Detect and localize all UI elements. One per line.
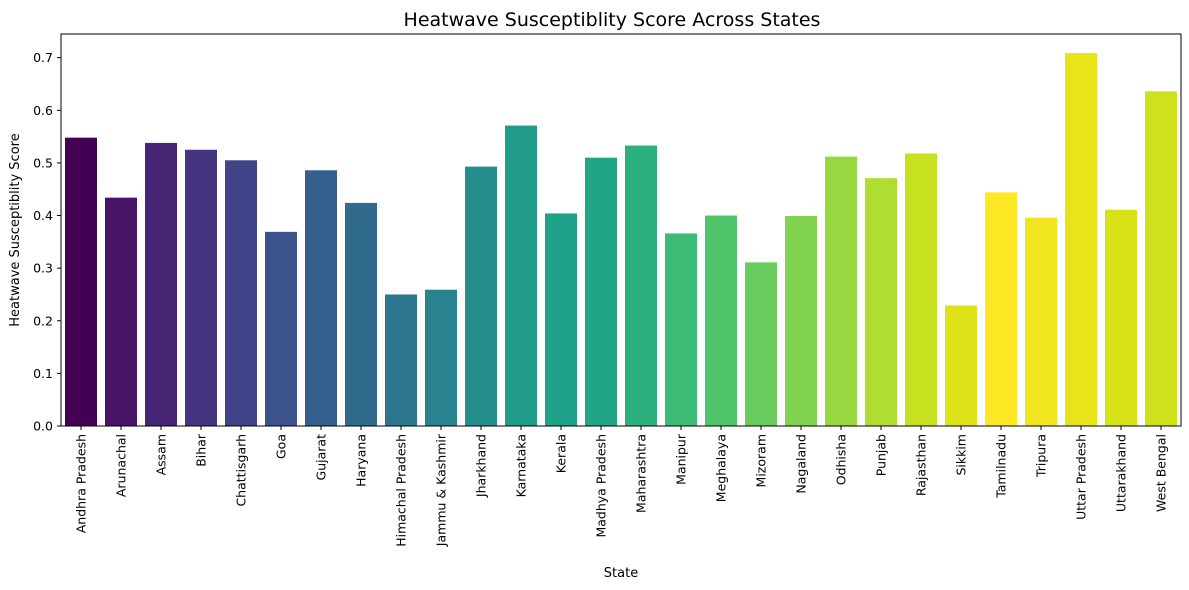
x-tick-label: Maharashtra: [634, 434, 649, 513]
bar: [65, 137, 97, 426]
x-tick-label: Gujarat: [314, 434, 329, 481]
plot-frame: [60, 33, 1182, 427]
x-tick-label: Bihar: [194, 433, 209, 467]
y-tick-label: 0.0: [33, 419, 53, 434]
bar: [945, 305, 977, 426]
bar: [305, 170, 337, 426]
bar: [345, 202, 377, 426]
x-tick-label: Goa: [274, 434, 289, 459]
x-tick-label: Karnataka: [514, 434, 529, 497]
x-tick-label: Meghalaya: [714, 434, 729, 502]
x-tick-label: West Bengal: [1154, 434, 1169, 512]
bar: [745, 262, 777, 426]
y-axis: 0.0 0.1 0.2 0.3 0.4 0.5 0.6 0.7: [33, 50, 61, 434]
x-tick-label: Uttar Pradesh: [1074, 434, 1089, 520]
x-tick-label: Jammu & Kashmir: [434, 433, 449, 547]
y-tick-label: 0.2: [33, 313, 53, 328]
x-tick-label: Tamilnadu: [994, 434, 1009, 499]
bar: [185, 149, 217, 426]
bar: [1145, 91, 1177, 426]
x-tick-label: Uttarakhand: [1114, 434, 1129, 512]
x-tick-label: Assam: [154, 434, 169, 475]
x-tick-label: Sikkim: [954, 434, 969, 476]
bar: [545, 213, 577, 426]
bar: [1025, 217, 1057, 426]
x-axis-label: State: [604, 566, 638, 581]
y-tick-label: 0.4: [33, 208, 53, 223]
x-tick-label: Manipur: [674, 433, 689, 485]
bar: [145, 142, 177, 426]
x-tick-label: Arunachal: [114, 434, 129, 497]
y-tick-label: 0.5: [33, 155, 53, 170]
y-tick-label: 0.7: [33, 50, 53, 65]
bar: [625, 145, 657, 426]
bar: [425, 289, 457, 426]
x-tick-label: Kerala: [554, 434, 569, 473]
x-axis: Andhra Pradesh Arunachal Assam Bihar Chattis…: [74, 426, 1169, 547]
bar: [825, 156, 857, 426]
bar: [225, 160, 257, 427]
x-tick-label: Haryana: [354, 434, 369, 487]
x-tick-label: Mizoram: [754, 434, 769, 487]
x-tick-label: Rajasthan: [914, 434, 929, 496]
bar: [865, 178, 897, 426]
bar: [1065, 52, 1097, 426]
x-tick-label: Jharkhand: [474, 434, 489, 498]
bar: [585, 157, 617, 426]
bar: [385, 294, 417, 426]
x-tick-label: Madhya Pradesh: [594, 434, 609, 538]
bar: [665, 233, 697, 426]
bar: [505, 125, 537, 427]
y-tick-label: 0.1: [33, 366, 53, 381]
bar: [905, 153, 937, 427]
bar: [465, 166, 497, 426]
x-tick-label: Punjab: [874, 434, 889, 476]
bar: [1105, 209, 1137, 426]
y-tick-label: 0.3: [33, 261, 53, 276]
chart-title: Heatwave Susceptiblity Score Across Stat…: [404, 9, 821, 31]
y-axis-label: Heatwave Susceptiblity Score: [8, 133, 23, 326]
y-tick-label: 0.6: [33, 103, 53, 118]
bar: [105, 197, 137, 426]
bar: [785, 216, 817, 426]
x-tick-label: Andhra Pradesh: [74, 434, 89, 533]
x-tick-label: Himachal Pradesh: [394, 434, 409, 547]
x-tick-label: Nagaland: [794, 434, 809, 494]
x-tick-label: Tripura: [1034, 434, 1049, 478]
bar: [985, 192, 1017, 426]
x-tick-label: Chattisgarh: [234, 434, 249, 507]
bar: [705, 215, 737, 426]
bars: [65, 52, 1177, 427]
bar: [265, 231, 297, 426]
x-tick-label: Odhisha: [834, 434, 849, 485]
